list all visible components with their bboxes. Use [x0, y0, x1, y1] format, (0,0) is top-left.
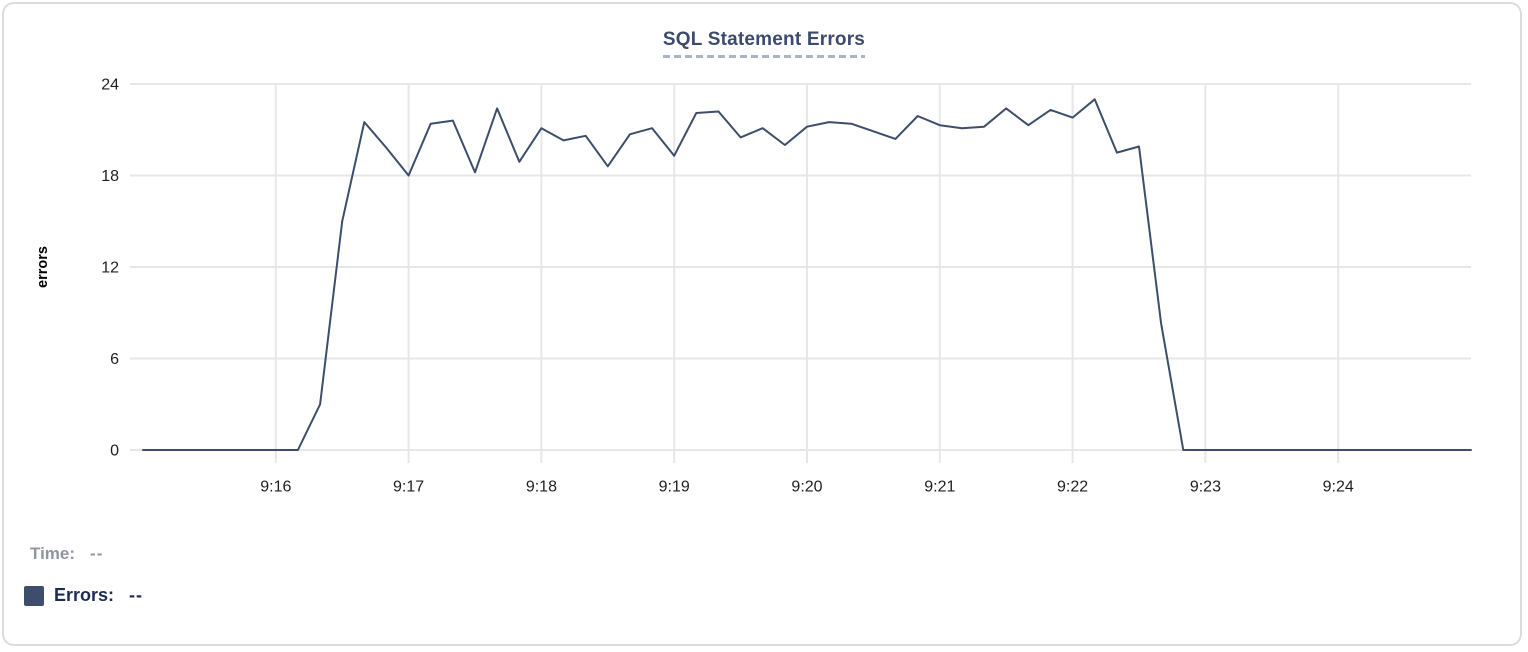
x-tick-label: 9:21 — [924, 479, 955, 496]
errors-line-chart[interactable]: 0 6 12 18 24 9:16 9:17 9:18 9:19 9:20 9:21 9:22 9:23… — [0, 0, 1528, 512]
errors-value: -- — [129, 585, 144, 605]
time-label: Time: — [30, 544, 76, 563]
time-value: -- — [90, 544, 104, 563]
axis-labels: 0 6 12 18 24 9:16 9:17 9:18 9:19 9:20 9:21 9:22 9:23… — [35, 77, 1354, 496]
x-tick-label: 9:19 — [659, 479, 690, 496]
x-tick-label: 9:18 — [526, 479, 557, 496]
y-tick-label: 6 — [110, 351, 119, 368]
tooltip-time-row: Time: -- — [30, 544, 103, 564]
errors-series-line — [142, 98, 1472, 451]
y-tick-label: 18 — [101, 168, 119, 185]
x-tick-label: 9:17 — [393, 479, 424, 496]
x-tick-label: 9:20 — [791, 479, 822, 496]
y-tick-label: 0 — [110, 443, 119, 460]
x-tick-label: 9:22 — [1057, 479, 1088, 496]
x-tick-label: 9:23 — [1190, 479, 1221, 496]
y-axis-title: errors — [35, 246, 51, 288]
errors-series-swatch — [24, 585, 44, 606]
errors-label: Errors: — [54, 585, 115, 605]
legend-item-errors[interactable]: Errors: -- — [24, 585, 143, 606]
y-tick-label: 12 — [101, 260, 119, 277]
x-tick-label: 9:16 — [260, 479, 291, 496]
gridlines — [130, 83, 1471, 463]
chart-title-link[interactable]: SQL Statement Errors — [662, 29, 866, 58]
y-tick-label: 24 — [101, 77, 119, 94]
x-tick-label: 9:24 — [1323, 479, 1354, 496]
chart-header: SQL Statement Errors — [0, 29, 1528, 58]
